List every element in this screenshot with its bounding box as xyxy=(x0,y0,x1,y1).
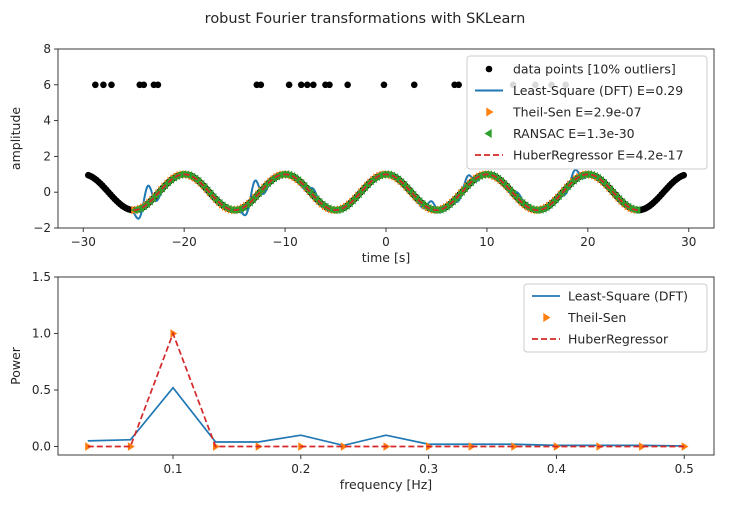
legend-bottom: Least-Square (DFT) Theil-Sen HuberRegresso… xyxy=(523,283,708,353)
y-tick-label: 0 xyxy=(43,185,51,199)
x-tick-label: 0.4 xyxy=(547,462,566,476)
series-huber-line xyxy=(133,173,639,212)
outlier-point xyxy=(92,81,99,89)
legend-top: data points [10% outliers] Least-Square (… xyxy=(466,55,708,170)
x-tick-label: −20 xyxy=(171,235,196,249)
x-tick-label: −10 xyxy=(272,235,297,249)
x-tick-label: 0.1 xyxy=(163,462,182,476)
legend-frame xyxy=(466,55,708,170)
axes-frame xyxy=(57,48,715,229)
outlier-point xyxy=(410,81,418,89)
legend-label: Theil-Sen E=2.9e-07 xyxy=(512,105,642,120)
ransac-marker xyxy=(527,204,535,214)
ransac-marker xyxy=(227,205,235,215)
series-ransac xyxy=(131,170,641,215)
outlier-point xyxy=(455,81,462,89)
x-tick-label: −30 xyxy=(71,235,96,249)
y-tick-label: −2 xyxy=(33,221,51,235)
outlier-point xyxy=(154,81,162,89)
y-tick-label: 0.0 xyxy=(32,440,51,454)
x-tick-label: 30 xyxy=(681,235,696,249)
x-tick-label: 0.5 xyxy=(675,462,694,476)
bottom-chart-power: 0.1 0.2 0.3 0.4 0.5 0.0 0.5 1.0 1.5 frequency [Hz… xyxy=(8,270,715,492)
y-tick-label: 1.0 xyxy=(32,327,51,341)
series-dashed xyxy=(87,331,685,448)
ransac-marker xyxy=(485,170,492,179)
y-tick-label: 1.5 xyxy=(32,270,51,284)
legend-label: HuberRegressor xyxy=(568,332,669,347)
theil-sen-power-marker xyxy=(681,442,689,451)
y-tick-label: 0.5 xyxy=(32,383,51,397)
outlier-point xyxy=(140,81,148,89)
x-tick-label: 0 xyxy=(382,235,390,249)
legend-label: Least-Square (DFT) xyxy=(568,289,688,304)
outlier-point xyxy=(303,81,311,89)
y-tick-label: 6 xyxy=(43,78,51,92)
x-tick-label: 0.2 xyxy=(291,462,310,476)
axes-frame xyxy=(57,276,715,456)
ransac-marker xyxy=(427,205,435,214)
legend-label: Theil-Sen xyxy=(567,310,626,325)
figure-title: robust Fourier transformations with SKLe… xyxy=(205,11,526,27)
least-square-power-line xyxy=(87,386,685,447)
theil-sen-power-marker xyxy=(340,442,348,451)
y-axis-label: Power xyxy=(8,346,23,385)
y-tick-label: 8 xyxy=(43,42,51,56)
outlier-point xyxy=(326,81,333,89)
legend-label: Least-Square (DFT) E=0.29 xyxy=(513,83,683,98)
x-axis-label: frequency [Hz] xyxy=(340,477,432,492)
y-axis-label: amplitude xyxy=(8,107,23,170)
outlier-point xyxy=(285,81,293,89)
plot-area xyxy=(84,81,688,220)
data-point xyxy=(680,171,688,179)
plot-area xyxy=(85,329,689,451)
y-tick-label: 4 xyxy=(43,114,51,128)
ransac-marker xyxy=(379,170,386,179)
legend-marker-triangle-right xyxy=(486,107,494,117)
outlier-point xyxy=(380,81,388,89)
x-tick-label: 10 xyxy=(479,235,494,249)
legend-label: data points [10% outliers] xyxy=(513,62,676,77)
legend-marker-triangle-left xyxy=(484,129,492,138)
outlier-point xyxy=(344,81,351,89)
x-axis-label: time [s] xyxy=(362,250,410,265)
outlier-point xyxy=(108,81,115,89)
outlier-point xyxy=(100,81,107,89)
ransac-marker xyxy=(327,205,335,214)
ransac-marker xyxy=(179,170,187,179)
outlier-point xyxy=(297,81,305,89)
x-tick-label: 20 xyxy=(580,235,595,249)
ransac-marker xyxy=(585,170,592,179)
ransac-marker xyxy=(606,185,614,194)
theil-sen-power-marker xyxy=(127,442,135,451)
legend-label: HuberRegressor E=4.2e-17 xyxy=(513,148,684,163)
theil-sen-power-marker xyxy=(511,442,519,451)
legend-label: RANSAC E=1.3e-30 xyxy=(513,126,635,141)
outlier-point xyxy=(257,81,265,89)
legend-marker-triangle-right xyxy=(543,313,551,322)
outlier-point xyxy=(310,81,317,89)
legend-frame xyxy=(523,283,708,353)
series-line xyxy=(87,386,685,447)
huber-power-line xyxy=(87,331,685,448)
x-tick-label: 0.3 xyxy=(419,462,438,476)
y-tick-label: 2 xyxy=(43,149,51,163)
legend-marker-data xyxy=(485,65,493,73)
